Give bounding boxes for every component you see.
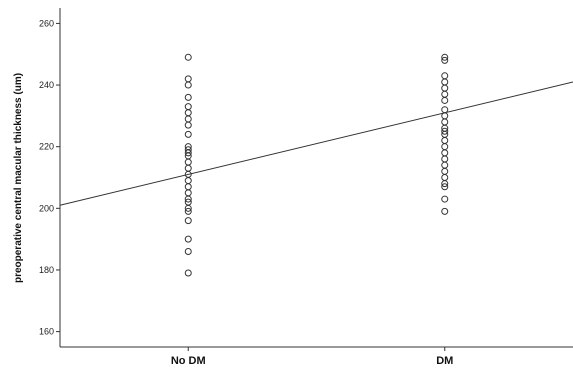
data-point [441,127,449,135]
data-point [184,149,192,157]
y-tick-label: 240 [39,80,54,90]
data-point [184,235,192,243]
data-point [184,121,192,129]
y-tick-label: 220 [39,142,54,152]
data-point [441,96,449,104]
x-categories: No DM DM [171,347,453,367]
data-points [184,53,449,277]
data-point [441,56,449,64]
data-point [441,143,449,151]
data-point [441,149,449,157]
data-point [441,161,449,169]
data-point [441,78,449,86]
data-point [441,90,449,98]
data-point [441,195,449,203]
fit-line-group [59,81,573,206]
y-ticks: 160 180 200 220 240 260 [39,18,60,337]
x-category-label: No DM [171,355,206,367]
data-point [184,195,192,203]
data-point [184,75,192,83]
data-point [441,167,449,175]
data-point [184,115,192,123]
data-point [441,84,449,92]
data-point [184,189,192,197]
data-point [184,164,192,172]
data-point [441,112,449,120]
data-point [441,155,449,163]
data-point [441,207,449,215]
data-point [441,118,449,126]
data-point [184,103,192,111]
data-point [441,183,449,191]
data-point [441,180,449,188]
data-point [184,217,192,225]
data-point [184,177,192,185]
data-point [184,183,192,191]
y-tick-label: 160 [39,327,54,337]
y-tick-label: 260 [39,18,54,28]
data-point [184,109,192,117]
data-point [184,130,192,138]
data-point [184,207,192,215]
data-point [184,247,192,255]
data-point [184,158,192,166]
y-tick-label: 180 [39,265,54,275]
data-point [184,93,192,101]
data-point [184,269,192,277]
data-point [441,106,449,114]
data-point [441,174,449,181]
fit-line [59,81,573,206]
data-point [441,137,449,145]
data-point [184,81,192,89]
data-point [184,204,192,212]
data-point [184,53,192,61]
y-tick-label: 200 [39,203,54,213]
data-point [441,53,449,61]
x-category-label: DM [436,355,453,367]
y-axis-title: preoperative central macular thickness (… [13,73,24,283]
data-point [441,72,449,80]
